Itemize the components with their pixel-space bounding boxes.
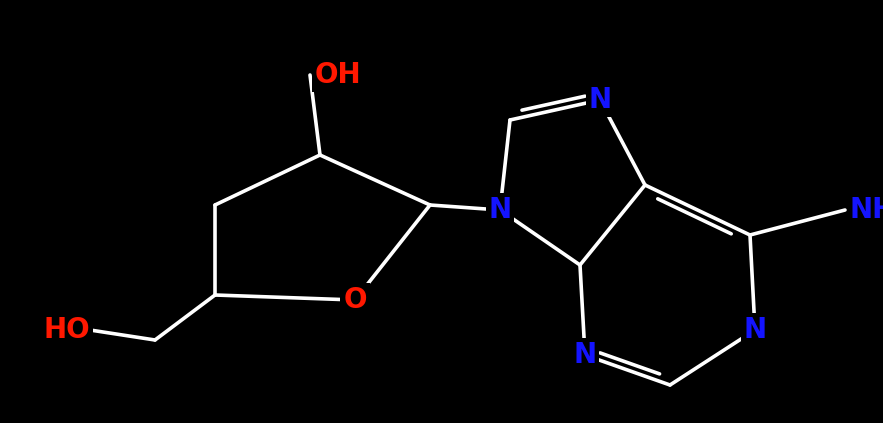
Text: NH₂: NH₂ [850,196,883,224]
Text: O: O [343,286,366,314]
Text: N: N [743,316,766,344]
Text: OH: OH [315,61,362,89]
Text: HO: HO [43,316,90,344]
Text: N: N [588,86,612,114]
Text: N: N [488,196,511,224]
Text: N: N [573,341,597,369]
